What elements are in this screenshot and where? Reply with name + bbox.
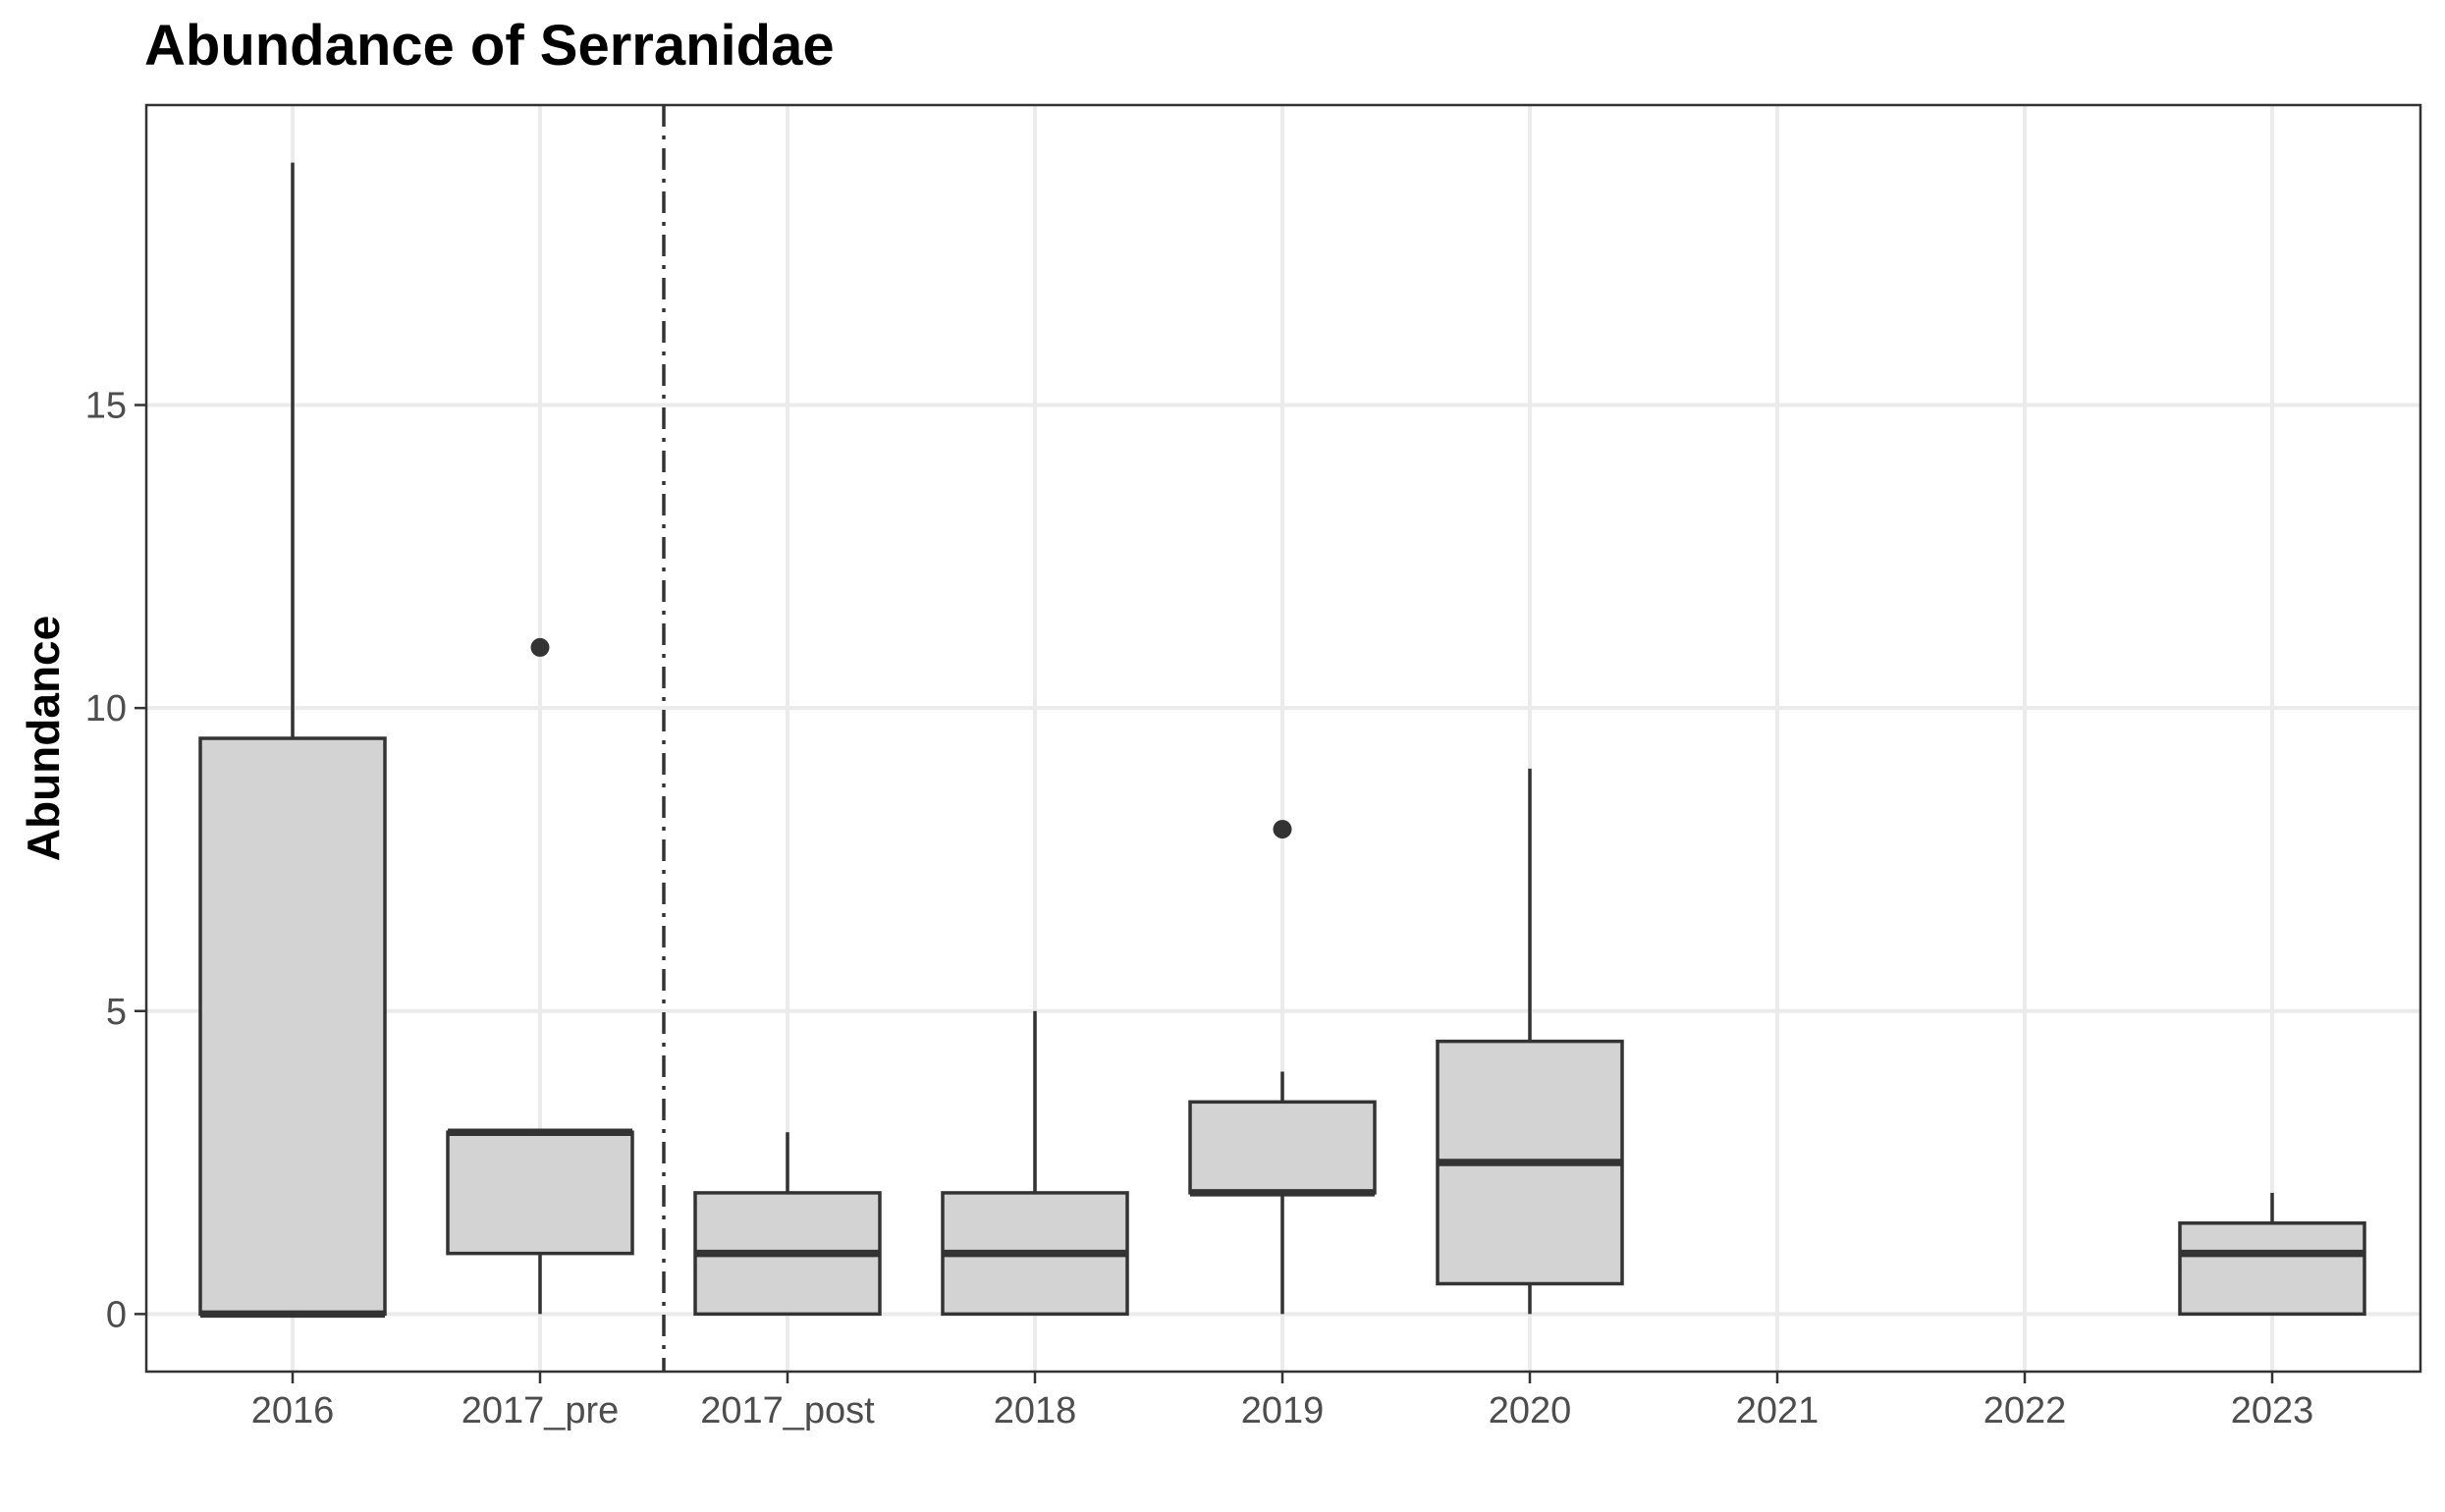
chart-title: Abundance of Serranidae (144, 14, 835, 78)
x-tick-label: 2023 (2231, 1390, 2314, 1431)
y-tick-label: 15 (85, 386, 127, 427)
box-2023 (2178, 1192, 2366, 1317)
axes: 0 5 10 15 2016 2017_pre 2017_post 2018 2019 2020 2… (85, 386, 2314, 1431)
x-tick-label: 2020 (1489, 1390, 1572, 1431)
x-tick-label: 2022 (1983, 1390, 2067, 1431)
box-2020 (1436, 768, 1624, 1315)
x-tick-label: 2016 (251, 1390, 335, 1431)
x-tick-label: 2017_pre (462, 1390, 620, 1431)
x-tick-label: 2021 (1736, 1390, 1820, 1431)
iqr-box (198, 736, 387, 1317)
iqr-box (2178, 1221, 2366, 1317)
boxes (198, 162, 2366, 1319)
box-2017_pre (446, 637, 634, 1315)
x-tick-label: 2018 (994, 1390, 1077, 1431)
iqr-box (1188, 1100, 1377, 1195)
outlier-point (1273, 820, 1292, 839)
y-tick-label: 5 (106, 992, 127, 1033)
x-tick-label: 2019 (1241, 1390, 1325, 1431)
box-2017_post (693, 1132, 882, 1317)
outlier-point (530, 637, 550, 657)
iqr-box (446, 1130, 634, 1256)
y-tick-label: 10 (85, 688, 127, 729)
box-2019 (1188, 820, 1377, 1315)
x-tick-label: 2017_post (700, 1390, 875, 1431)
y-tick-label: 0 (106, 1294, 127, 1335)
y-axis-label: Abundance (18, 616, 69, 861)
box-2016 (198, 162, 387, 1319)
box-2018 (941, 1010, 1129, 1317)
